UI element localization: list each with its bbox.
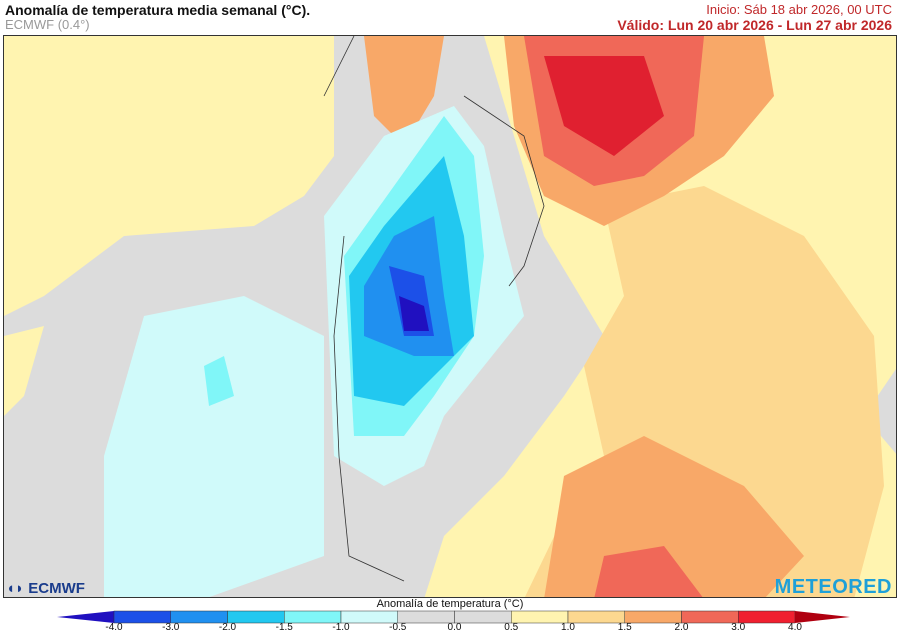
colorbar-tick-label: -1.0 xyxy=(332,622,350,633)
map-title: Anomalía de temperatura media semanal (°… xyxy=(5,2,311,18)
colorbar-tick-label: -0.5 xyxy=(389,622,407,633)
colorbar-segment xyxy=(511,610,569,624)
colorbar xyxy=(57,610,850,624)
colorbar-tick-label: 1.0 xyxy=(561,622,575,633)
colorbar-tick-label: 2.0 xyxy=(674,622,689,633)
meteored-logo: METEORED xyxy=(774,576,892,598)
colorbar-segment xyxy=(624,610,682,624)
colorbar-segment xyxy=(738,610,796,624)
colorbar-tick-label: -2.0 xyxy=(218,622,237,633)
colorbar-under-triangle xyxy=(57,611,114,623)
colorbar-segment xyxy=(567,610,625,624)
colorbar-tick-label: 3.0 xyxy=(731,622,746,633)
anomaly-map xyxy=(3,35,897,598)
model-label: ECMWF (0.4°) xyxy=(5,17,90,32)
colorbar-over-triangle xyxy=(795,611,850,623)
colorbar-segment xyxy=(681,610,739,624)
colorbar-title: Anomalía de temperatura (°C) xyxy=(376,598,524,610)
colorbar-tick-label: 4.0 xyxy=(788,622,802,633)
colorbar-tick-label: 0.5 xyxy=(504,622,519,633)
colorbar-tick-label: -4.0 xyxy=(105,622,123,633)
colorbar-tick-label: -3.0 xyxy=(162,622,180,633)
ecmwf-logo: ◖◗ ECMWF xyxy=(6,580,85,597)
colorbar-tick-label: -1.5 xyxy=(275,622,293,633)
colorbar-tick-label: 0.0 xyxy=(447,622,462,633)
colorbar-tick-label: 1.5 xyxy=(617,622,632,633)
init-time: Inicio: Sáb 18 abr 2026, 00 UTC xyxy=(706,2,892,17)
valid-period: Válido: Lun 20 abr 2026 - Lun 27 abr 202… xyxy=(617,17,892,33)
colorbar-segment xyxy=(454,610,512,624)
